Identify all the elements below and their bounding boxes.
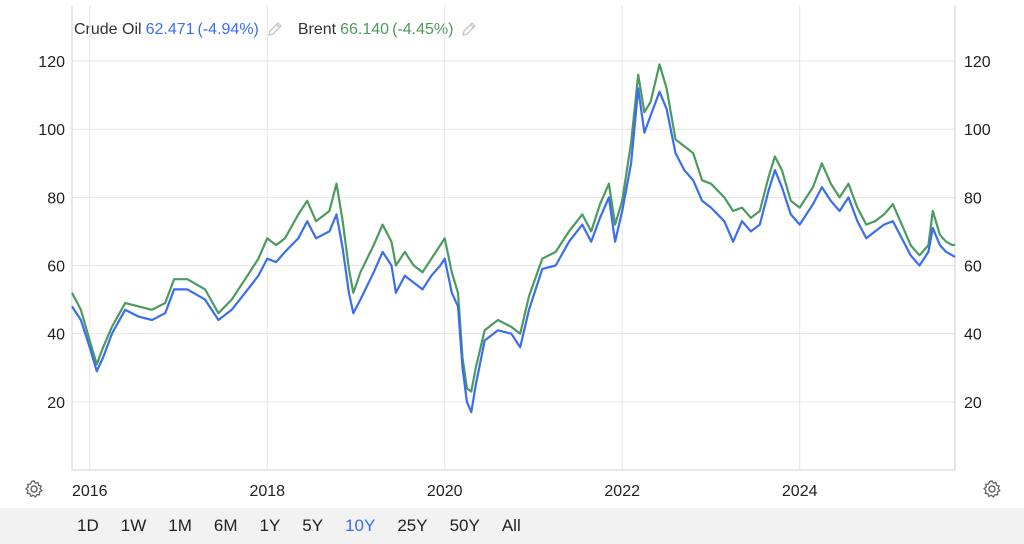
legend-crude-value: 62.471 bbox=[145, 21, 195, 38]
y-tick-label-right: 120 bbox=[964, 54, 991, 71]
range-selector-bar: 1D 1W 1M 6M 1Y 5Y 10Y 25Y 50Y All bbox=[0, 508, 1024, 544]
series-line-crude-oil bbox=[71, 87, 956, 414]
x-tick-label: 2020 bbox=[427, 483, 463, 500]
y-tick-label-left: 20 bbox=[47, 395, 65, 412]
range-button-all[interactable]: All bbox=[501, 516, 521, 535]
range-button-6m[interactable]: 6M bbox=[213, 516, 238, 535]
legend-brent-change: (-4.45%) bbox=[392, 21, 454, 38]
chart-legend: Crude Oil 62.471 (-4.94%) Brent 66.140 (… bbox=[74, 19, 492, 41]
range-button-5y[interactable]: 5Y bbox=[302, 516, 324, 535]
range-button-1y[interactable]: 1Y bbox=[259, 516, 281, 535]
gear-icon[interactable] bbox=[982, 479, 1002, 499]
y-tick-label-left: 40 bbox=[47, 327, 65, 344]
legend-brent-name: Brent bbox=[297, 21, 337, 38]
legend-crude-name: Crude Oil bbox=[74, 21, 142, 38]
y-tick-label-right: 60 bbox=[964, 259, 982, 276]
pencil-icon[interactable] bbox=[266, 21, 284, 39]
y-tick-label-right: 20 bbox=[964, 395, 982, 412]
y-tick-label-right: 40 bbox=[964, 327, 982, 344]
y-tick-label-right: 100 bbox=[964, 122, 991, 139]
x-tick-label: 2018 bbox=[249, 483, 285, 500]
gear-icon[interactable] bbox=[24, 479, 44, 499]
legend-brent-value: 66.140 bbox=[340, 21, 390, 38]
series-line-brent bbox=[71, 63, 956, 393]
x-tick-label: 2024 bbox=[782, 483, 818, 500]
x-tick-label: 2016 bbox=[72, 483, 108, 500]
range-button-10y[interactable]: 10Y bbox=[345, 516, 376, 535]
range-button-25y[interactable]: 25Y bbox=[397, 516, 428, 535]
range-button-1d[interactable]: 1D bbox=[77, 516, 99, 535]
y-tick-label-left: 100 bbox=[38, 122, 65, 139]
y-tick-label-right: 80 bbox=[964, 190, 982, 207]
pencil-icon[interactable] bbox=[460, 21, 478, 39]
y-tick-label-left: 120 bbox=[38, 54, 65, 71]
y-tick-label-left: 60 bbox=[47, 259, 65, 276]
y-tick-label-left: 80 bbox=[47, 190, 65, 207]
range-buttons: 1D 1W 1M 6M 1Y 5Y 10Y 25Y 50Y All bbox=[66, 508, 532, 544]
range-button-1m[interactable]: 1M bbox=[168, 516, 192, 535]
range-button-50y[interactable]: 50Y bbox=[449, 516, 480, 535]
legend-crude-change: (-4.94%) bbox=[197, 21, 259, 38]
range-button-1w[interactable]: 1W bbox=[120, 516, 147, 535]
x-tick-label: 2022 bbox=[604, 483, 640, 500]
